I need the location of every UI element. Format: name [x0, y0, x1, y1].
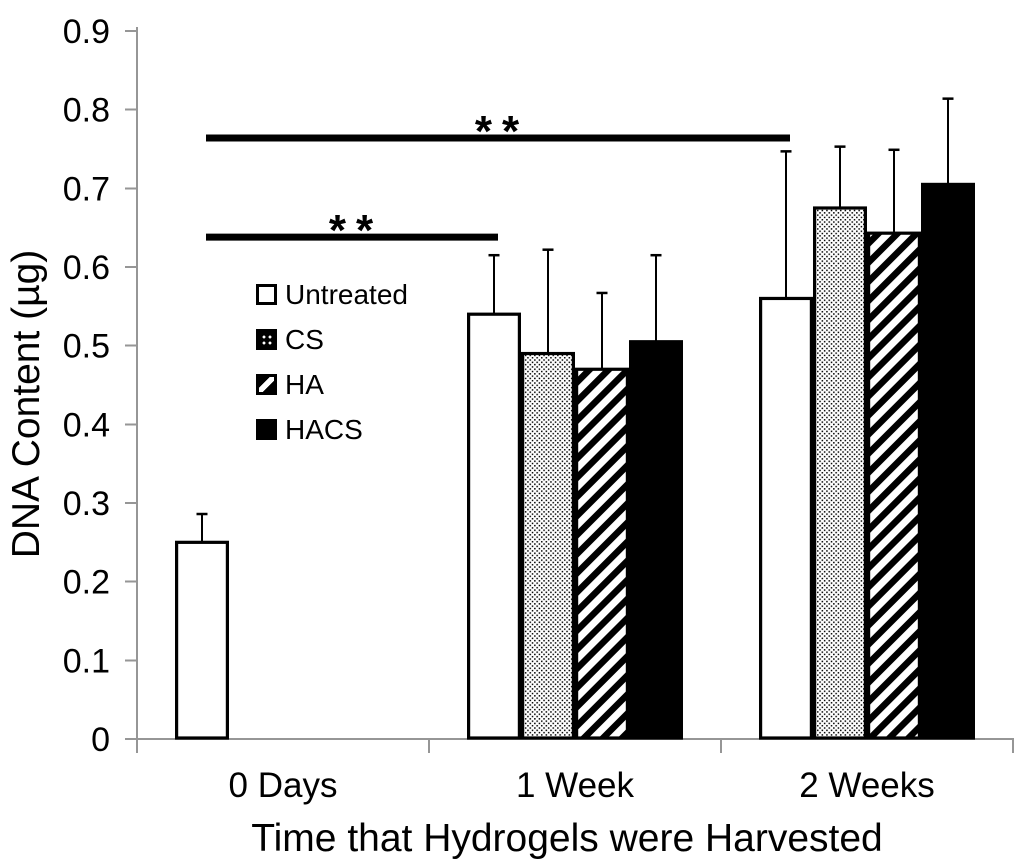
y-tick-label: 0.1 [63, 642, 110, 680]
legend-swatch-ha-icon [256, 374, 277, 395]
bar-ha-1-week [574, 367, 629, 740]
y-tick-label: 0.9 [63, 13, 110, 51]
legend: Untreated CS HA HACS [256, 272, 408, 452]
bar-ha-2-weeks [866, 231, 921, 740]
bar-cs-2-weeks [812, 206, 867, 740]
y-tick-label: 0.7 [63, 170, 110, 208]
bar-untreated-0-days [175, 540, 230, 740]
significance-label-1: ** [329, 206, 383, 255]
bar-cs-1-week [520, 351, 575, 740]
y-tick-label: 0.6 [63, 249, 110, 287]
bar-untreated-1-week [467, 312, 522, 740]
legend-item-untreated: Untreated [256, 272, 408, 317]
y-tick-label: 0 [91, 721, 110, 759]
legend-item-cs: CS [256, 317, 408, 362]
legend-label-untreated: Untreated [285, 278, 408, 310]
legend-swatch-cs-icon [256, 329, 277, 350]
legend-label-ha: HA [285, 368, 324, 400]
y-tick-label: 0.4 [63, 406, 110, 444]
bar-hacs-2-weeks [920, 182, 975, 740]
x-category-label: 0 Days [229, 766, 338, 805]
significance-label-2: ** [475, 107, 529, 156]
legend-swatch-hacs-icon [256, 419, 277, 440]
y-tick-label: 0.8 [63, 92, 110, 130]
legend-label-hacs: HACS [285, 413, 363, 445]
y-axis-title: DNA Content (µg) [5, 249, 48, 559]
x-axis-title: Time that Hydrogels were Harvested [251, 817, 883, 860]
legend-item-hacs: HACS [256, 407, 408, 452]
legend-swatch-untreated-icon [256, 284, 277, 305]
y-tick-label: 0.5 [63, 328, 110, 366]
bar-hacs-1-week [628, 340, 683, 740]
legend-label-cs: CS [285, 323, 324, 355]
bar-untreated-2-weeks [758, 296, 813, 740]
x-category-label: 1 Week [516, 766, 635, 805]
legend-item-ha: HA [256, 362, 408, 407]
y-tick-label: 0.2 [63, 564, 110, 602]
y-tick-label: 0.3 [63, 485, 110, 523]
x-category-label: 2 Weeks [799, 766, 935, 805]
